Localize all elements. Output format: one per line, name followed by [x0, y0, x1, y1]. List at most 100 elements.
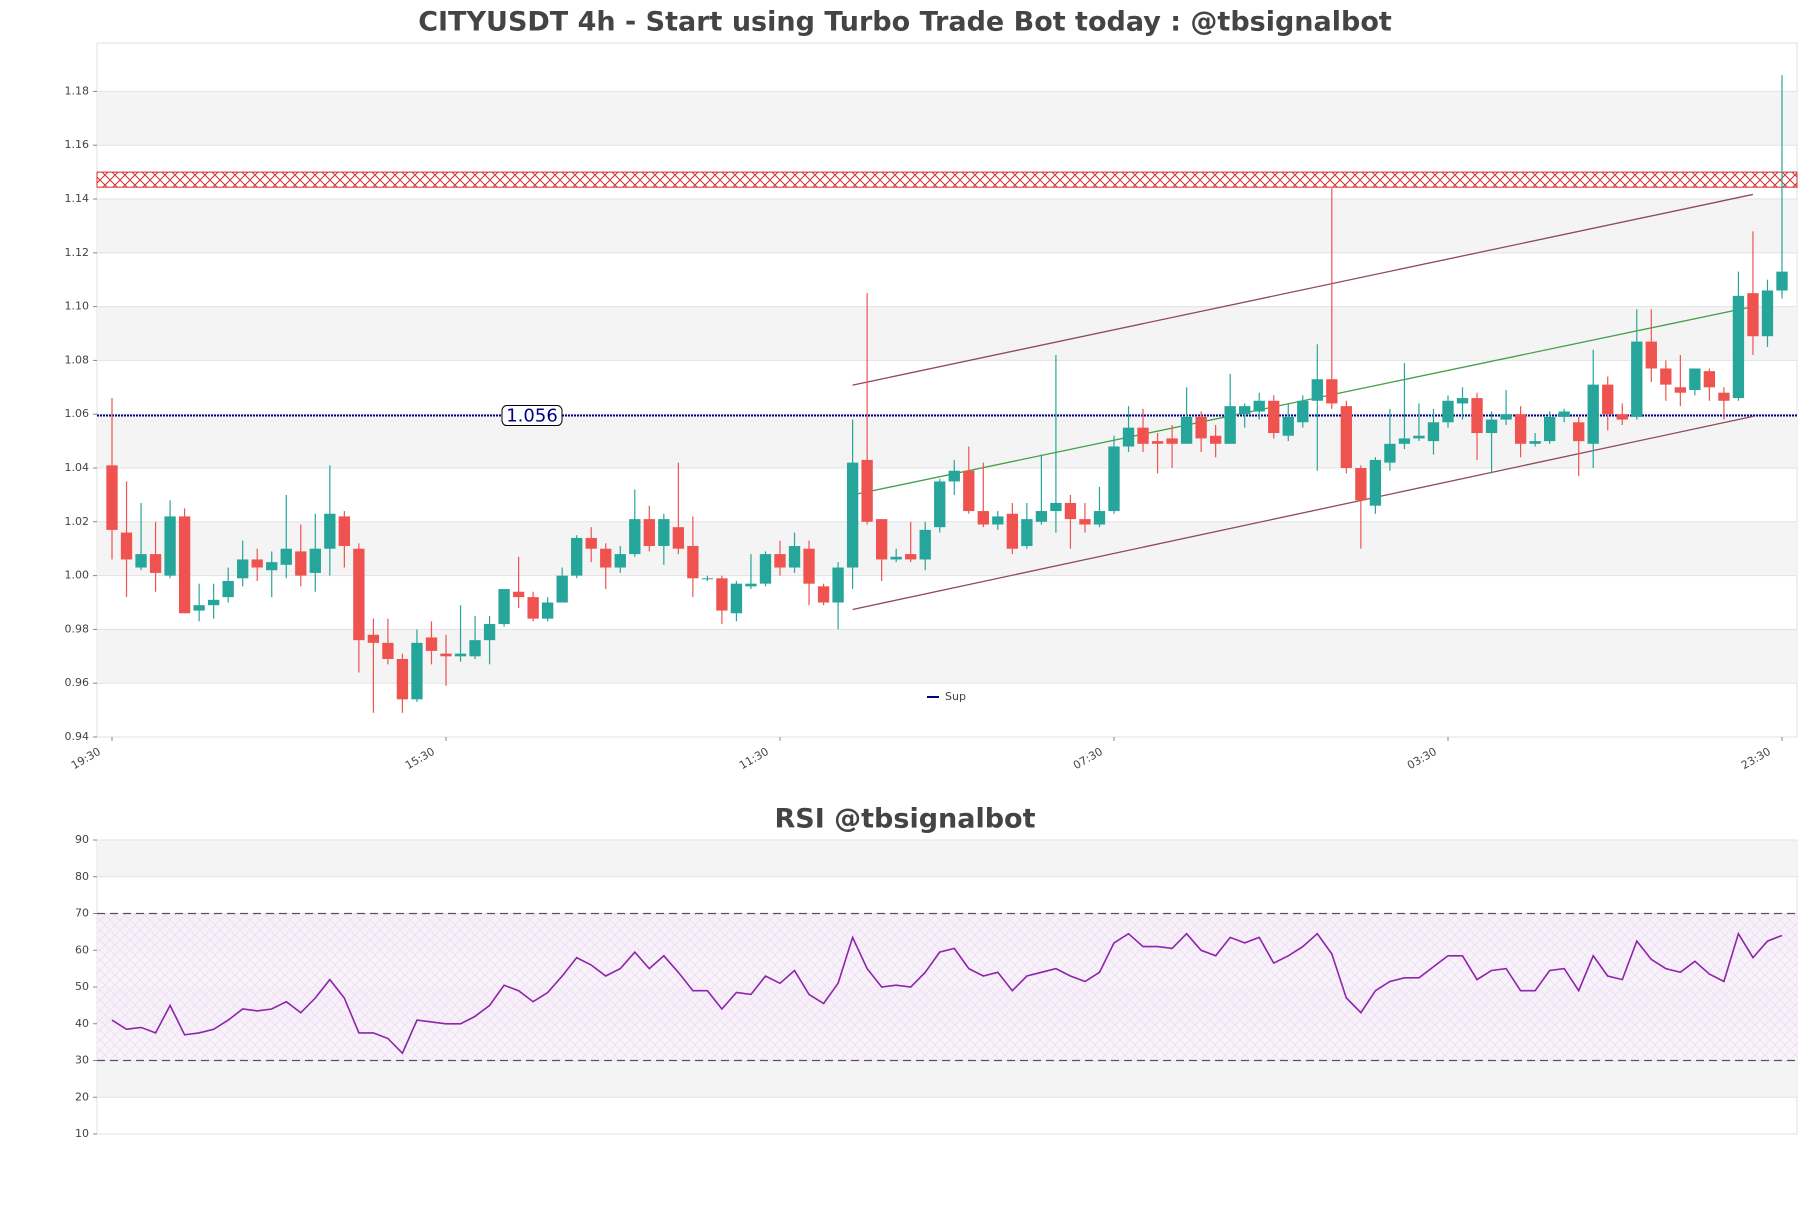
candle-body	[1195, 416, 1207, 439]
x-tick-label: 03:30	[1405, 745, 1439, 772]
x-tick-label: 19:30	[69, 745, 103, 772]
candle-body	[817, 586, 830, 603]
y-tick-label: 10	[75, 1127, 89, 1140]
y-tick-label: 1.18	[65, 84, 90, 97]
candle-body	[643, 519, 655, 547]
band	[97, 306, 1797, 361]
candle-body	[1660, 368, 1672, 385]
candle-body	[672, 527, 685, 549]
candle-body	[875, 519, 888, 560]
candle-body	[658, 519, 670, 547]
candle-body	[1573, 422, 1585, 442]
candle-body	[1239, 406, 1251, 415]
candle-body	[1268, 400, 1280, 434]
candle-body	[207, 599, 220, 606]
candle-body	[1689, 368, 1701, 390]
candle-body	[1093, 511, 1106, 525]
candle-body	[948, 470, 960, 482]
candle-body	[1006, 513, 1019, 549]
y-tick-label: 1.04	[65, 461, 90, 474]
rsi-line	[111, 931, 1783, 1055]
candle-body	[1602, 384, 1614, 415]
candle-body	[1616, 414, 1628, 420]
candle-body	[1340, 406, 1353, 469]
y-tick-label: 60	[75, 943, 89, 956]
x-tick-label: 11:30	[737, 745, 771, 772]
y-tick-label: 90	[75, 833, 89, 846]
candle-body	[977, 511, 989, 525]
candle-body	[730, 583, 743, 614]
candle-body	[1732, 295, 1745, 399]
candle-body	[1050, 502, 1062, 512]
price-label: 1.056	[506, 406, 558, 427]
candle-body	[280, 548, 292, 565]
candle-body	[759, 554, 772, 584]
candle-body	[454, 653, 467, 657]
candle-body	[1253, 400, 1265, 412]
y-tick-label: 1.02	[65, 515, 90, 528]
band	[97, 414, 1797, 469]
candle-body	[411, 642, 423, 700]
candle-body	[934, 481, 946, 528]
candle-body	[1064, 502, 1077, 520]
x-tick-label: 07:30	[1071, 745, 1105, 772]
candle-body	[1108, 446, 1120, 512]
y-tick-label: 40	[75, 1017, 89, 1030]
candle-body	[1035, 511, 1048, 522]
candle-body	[483, 624, 496, 641]
candle-body	[716, 578, 728, 611]
candle-body	[1776, 271, 1788, 291]
candle-body	[295, 551, 307, 576]
candle-body	[367, 634, 380, 643]
candle-body	[396, 658, 409, 700]
price-label-box	[501, 405, 563, 427]
candle-body	[701, 578, 714, 580]
band	[97, 521, 1797, 576]
candle-body	[788, 546, 801, 568]
candle-body	[353, 548, 365, 641]
candle-body	[178, 516, 191, 614]
candle-body	[164, 516, 176, 576]
legend-label: Sup	[945, 690, 966, 703]
candle-body	[193, 605, 205, 611]
candle-body	[745, 583, 757, 587]
candle-body	[687, 546, 699, 579]
resistance-zone	[96, 171, 1798, 188]
y-tick-label: 0.94	[65, 730, 90, 743]
candle-body	[861, 459, 873, 522]
y-tick-label: 70	[75, 907, 89, 920]
candle-body	[1369, 459, 1382, 506]
band	[97, 629, 1797, 684]
candle-body	[890, 556, 902, 560]
y-tick-label: 1.00	[65, 569, 90, 582]
candle-body	[266, 562, 278, 571]
candle-body	[832, 567, 844, 603]
candle-body	[846, 462, 859, 568]
candle-body	[1514, 414, 1527, 444]
y-tick-label: 30	[75, 1054, 89, 1067]
candle-body	[512, 591, 525, 598]
candle-body	[324, 513, 336, 549]
candle-body	[585, 537, 597, 549]
candle-body	[135, 554, 147, 568]
candle-body	[1456, 398, 1469, 404]
candle-body	[1674, 387, 1687, 393]
rsi-zone	[97, 913, 1797, 1061]
y-tick-label: 50	[75, 980, 89, 993]
candle-body	[382, 642, 394, 659]
y-tick-label: 1.08	[65, 353, 90, 366]
chart-title: CITYUSDT 4h - Start using Turbo Trade Bo…	[418, 7, 1392, 38]
band	[97, 91, 1797, 146]
candle-body	[1413, 435, 1425, 439]
y-tick-label: 0.96	[65, 676, 90, 689]
candle-body	[1703, 371, 1716, 388]
candle-body	[1311, 379, 1323, 401]
candle-body	[629, 519, 641, 555]
candle-body	[527, 597, 539, 619]
candle-body	[1021, 519, 1033, 547]
candle-body	[309, 548, 321, 573]
trend-line	[852, 193, 1754, 386]
candle-body	[774, 554, 786, 568]
y-tick-label: 80	[75, 870, 89, 883]
